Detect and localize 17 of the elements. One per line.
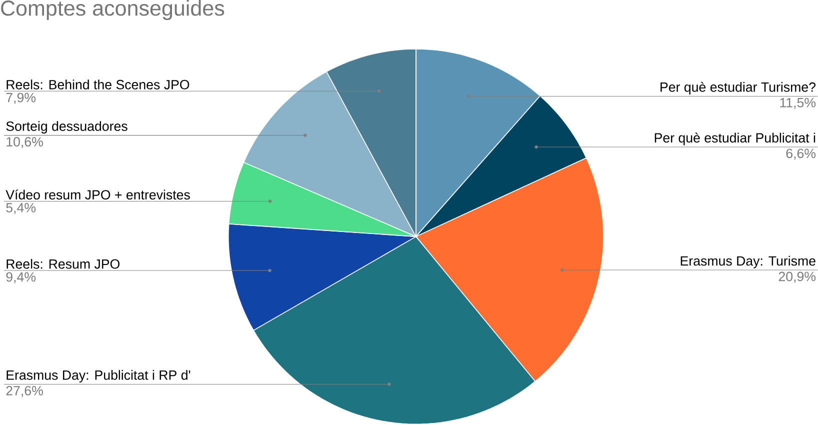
data-label: 11,5% <box>780 98 816 110</box>
slice-label: Erasmus Day: Turisme <box>680 256 816 268</box>
data-label: 5,4% <box>6 203 36 214</box>
slice-label: Erasmus Day: Publicitat i RP d' <box>6 370 190 383</box>
data-label: 9,4% <box>6 272 36 284</box>
data-label: 27,6% <box>6 386 43 398</box>
slice-label: Vídeo resum JPO + entrevistes <box>6 190 190 200</box>
slice-label: Per què estudiar Turisme? <box>660 82 816 95</box>
chart-title: Comptes aconseguides <box>1 0 224 20</box>
data-label: 20,9% <box>778 272 816 283</box>
data-label: 7,9% <box>6 93 36 104</box>
slice-label: Reels: Behind the Scenes JPO <box>6 80 190 90</box>
data-label: 6,6% <box>786 148 816 160</box>
data-label: 10,6% <box>6 137 43 148</box>
slice-label: Per què estudiar Publicitat i <box>654 132 816 146</box>
slice-label: Reels: Resum JPO <box>6 259 120 269</box>
slice-label: Sorteig dessuadores <box>6 121 128 134</box>
